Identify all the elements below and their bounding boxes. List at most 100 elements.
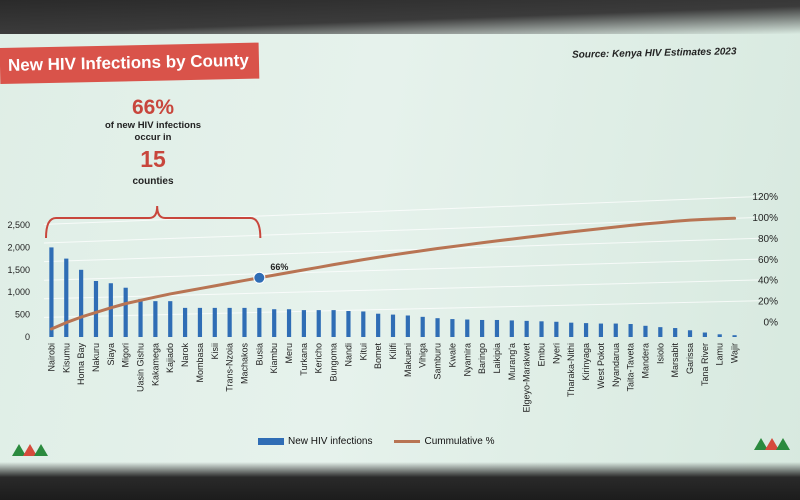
callout-percent: 66% bbox=[131, 96, 175, 119]
bar bbox=[286, 309, 292, 337]
x-tick-label: Taita-Taveta bbox=[626, 343, 636, 392]
bar bbox=[480, 319, 485, 337]
x-tick-label: Baringo bbox=[477, 343, 487, 374]
bar bbox=[509, 320, 514, 337]
x-tick-label: Tana River bbox=[700, 343, 710, 386]
legend-bars-label: New HIV infections bbox=[288, 436, 373, 447]
bar bbox=[673, 328, 678, 337]
bar bbox=[598, 323, 604, 337]
bar bbox=[138, 298, 143, 337]
bar bbox=[197, 307, 203, 337]
bar bbox=[554, 321, 559, 337]
callout-line1: of new HIV infections bbox=[104, 120, 202, 131]
legend-bar-swatch bbox=[258, 438, 284, 445]
bar bbox=[390, 314, 396, 337]
x-tick-label: Busia bbox=[254, 343, 264, 366]
x-tick-label: Bomet bbox=[373, 343, 383, 370]
x-tick-label: Isiolo bbox=[655, 343, 665, 364]
y-axis-right: 0% 20% 40% 60% 80% 100% 120% bbox=[752, 192, 778, 328]
gridline bbox=[43, 258, 761, 281]
gridline bbox=[43, 216, 761, 244]
y-right-tick-label: 100% bbox=[752, 213, 778, 224]
x-tick-label: Machakos bbox=[239, 343, 249, 385]
bar bbox=[613, 323, 618, 337]
x-tick-label: Meru bbox=[284, 343, 294, 364]
bar bbox=[702, 332, 707, 337]
logo-left bbox=[12, 444, 48, 456]
x-tick-label: Mombasa bbox=[195, 343, 205, 383]
legend-line-label: Cummulative % bbox=[424, 436, 495, 447]
bar bbox=[346, 311, 351, 337]
y-tick-label: 2,500 bbox=[7, 220, 30, 230]
gridline bbox=[43, 195, 761, 225]
bar bbox=[123, 287, 128, 337]
x-tick-label: Trans-Nzoia bbox=[225, 343, 235, 392]
x-tick-label: Embu bbox=[537, 343, 547, 367]
bar bbox=[643, 325, 648, 337]
x-tick-label: Nyandarua bbox=[611, 343, 621, 387]
x-tick-label: Kwale bbox=[447, 343, 457, 368]
highlight-label: 66% bbox=[270, 262, 288, 272]
x-tick-label: Laikipia bbox=[492, 343, 502, 374]
bar bbox=[227, 307, 232, 337]
x-tick-label: Siaya bbox=[106, 343, 116, 366]
x-tick-label: Nakuru bbox=[91, 343, 101, 372]
bar bbox=[524, 320, 529, 337]
bar bbox=[257, 307, 262, 337]
y-tick-label: 500 bbox=[15, 310, 30, 320]
y-right-tick-label: 120% bbox=[752, 192, 778, 203]
bar bbox=[405, 315, 410, 337]
bar bbox=[79, 269, 84, 337]
bar bbox=[168, 301, 173, 337]
x-tick-label: West Pokot bbox=[596, 343, 606, 389]
highlight-point bbox=[253, 271, 266, 284]
bar bbox=[49, 247, 54, 337]
gridline bbox=[43, 300, 761, 318]
bar bbox=[435, 318, 440, 337]
x-tick-label: Kakamega bbox=[150, 343, 160, 386]
bar bbox=[420, 316, 425, 337]
x-tick-label: Kisii bbox=[210, 343, 220, 360]
bar bbox=[658, 327, 663, 337]
bar bbox=[153, 301, 158, 337]
screen-top-edge bbox=[0, 0, 800, 34]
bar bbox=[687, 330, 693, 337]
bar bbox=[717, 334, 722, 337]
bar bbox=[242, 307, 247, 337]
bar bbox=[583, 323, 589, 337]
x-tick-label: Marsabit bbox=[670, 343, 680, 378]
y-tick-label: 2,000 bbox=[7, 242, 30, 252]
bar bbox=[376, 313, 381, 337]
x-tick-label: Elgeyo-Marakwet bbox=[522, 343, 532, 413]
callout: 66% of new HIV infections occur in 15 co… bbox=[88, 96, 218, 187]
y-axis-left: 0 500 1,000 1,500 2,000 2,500 bbox=[7, 220, 30, 342]
bar bbox=[301, 310, 306, 337]
x-tick-label: Murang'a bbox=[507, 343, 517, 380]
bar bbox=[494, 319, 500, 337]
x-tick-label: Nyamira bbox=[462, 343, 472, 377]
callout-count: 15 bbox=[140, 146, 166, 172]
bar bbox=[64, 258, 69, 337]
cumulative-line-series: 66% bbox=[49, 216, 737, 331]
y-tick-label: 0 bbox=[25, 332, 30, 342]
x-axis-labels: Nairobi Kisumu Homa Bay Nakuru Siaya Migori Ua… bbox=[46, 343, 739, 413]
gridline bbox=[43, 279, 761, 300]
x-tick-label: Garissa bbox=[685, 343, 695, 374]
x-tick-label: Kitui bbox=[358, 343, 368, 361]
gridline bbox=[43, 237, 761, 263]
x-tick-label: Kilifi bbox=[388, 343, 398, 360]
bar-series bbox=[49, 247, 737, 337]
bar bbox=[182, 307, 188, 337]
bar bbox=[361, 311, 366, 337]
legend-line-swatch bbox=[394, 440, 421, 443]
x-tick-label: Kiambu bbox=[269, 343, 279, 374]
x-tick-label: Kericho bbox=[314, 343, 324, 374]
bar bbox=[465, 319, 470, 337]
bar bbox=[450, 319, 455, 337]
bar bbox=[628, 324, 633, 337]
x-tick-label: Kajiado bbox=[165, 343, 175, 373]
x-tick-label: Narok bbox=[180, 343, 190, 368]
x-tick-label: Kirinyaga bbox=[581, 343, 591, 381]
